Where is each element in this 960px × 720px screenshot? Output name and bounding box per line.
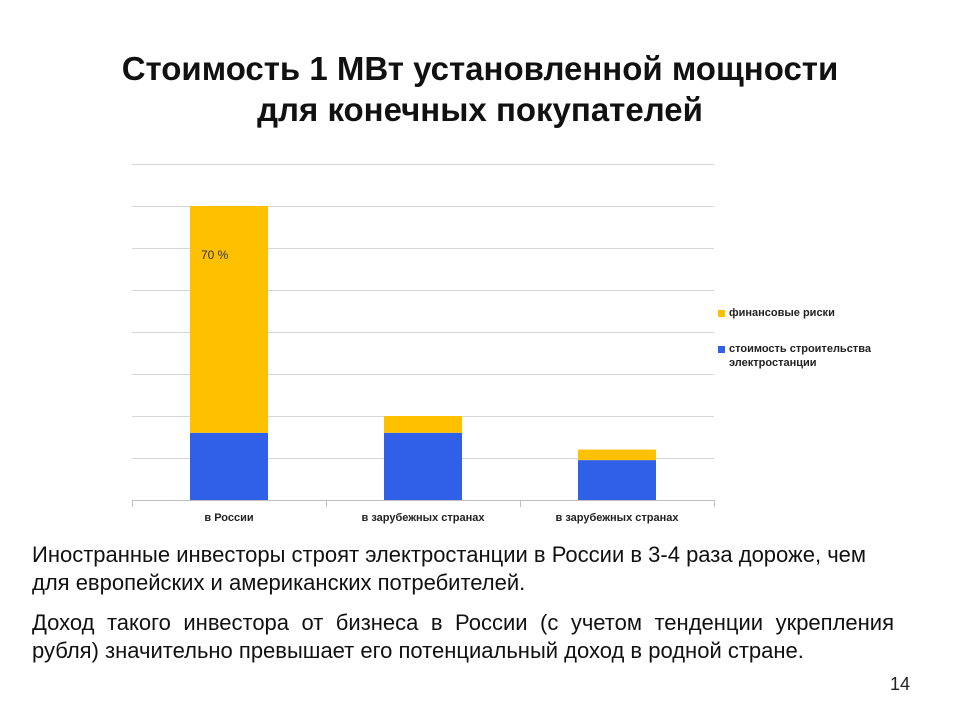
bar-segment-cat1-series0	[384, 432, 462, 500]
x-tick-label: в зарубежных странах	[556, 512, 680, 524]
chart-legend: финансовые риски стоимость строительства …	[718, 306, 918, 370]
slide-title-line1: Стоимость 1 МВт установленной мощности	[121, 50, 839, 87]
x-tick-label: в зарубежных странах	[362, 512, 486, 524]
bar-segment-cat2-series0	[578, 460, 656, 500]
stacked-bar-chart: в России в зарубежных странах в зарубежных…	[132, 164, 715, 524]
body-text: Иностранные инвесторы строят электростан…	[32, 541, 894, 665]
bar-segment-cat2-series1	[578, 449, 656, 461]
data-label: 70 %	[201, 248, 229, 262]
x-axis: в России в зарубежных странах в зарубежных…	[132, 500, 715, 524]
bars	[190, 206, 656, 500]
bar-segment-cat0-series1	[190, 206, 268, 433]
slide-title: Стоимость 1 МВт установленной мощности д…	[0, 48, 960, 130]
x-tick-label: в России	[204, 512, 253, 524]
legend-item: финансовые риски	[718, 306, 918, 320]
bar-segment-cat0-series0	[190, 432, 268, 500]
legend-label: финансовые риски	[729, 307, 835, 319]
legend-item: стоимость строительства электростанции	[718, 342, 918, 370]
legend-swatch	[718, 310, 725, 317]
slide-title-line2: для конечных покупателей	[257, 91, 703, 128]
legend-label: стоимость строительства электростанции	[729, 343, 871, 369]
paragraph-2: Доход такого инвестора от бизнеса в Росс…	[32, 610, 894, 663]
page-number: 14	[889, 674, 911, 694]
bar-segment-cat1-series1	[384, 416, 462, 433]
paragraph-1: Иностранные инвесторы строят электростан…	[32, 542, 867, 595]
legend-swatch	[718, 346, 725, 353]
labels: 70 %	[201, 248, 229, 262]
